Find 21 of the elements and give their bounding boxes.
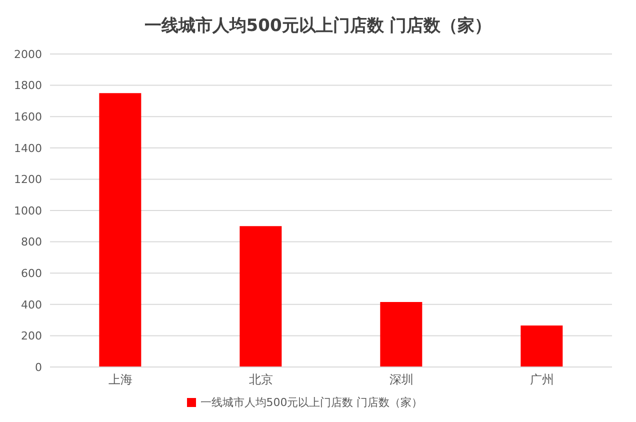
- y-tick-label: 1800: [14, 79, 42, 92]
- legend-label: 一线城市人均500元以上门店数 门店数（家）: [200, 396, 423, 409]
- y-tick-label: 1000: [14, 204, 42, 218]
- y-tick-label: 200: [21, 330, 42, 343]
- y-tick-label: 1600: [14, 110, 42, 124]
- y-tick-label: 1400: [14, 142, 42, 155]
- y-tick-label: 800: [21, 236, 42, 249]
- y-tick-label: 2000: [14, 48, 42, 61]
- x-tick-label: 深圳: [389, 372, 414, 387]
- y-tick-label: 0: [35, 360, 42, 374]
- x-tick-label: 上海: [108, 372, 132, 387]
- bar: [240, 226, 282, 367]
- bar: [520, 326, 563, 367]
- bar: [99, 93, 142, 367]
- x-tick-label: 广州: [530, 372, 554, 387]
- chart-title: 一线城市人均500元以上门店数 门店数（家）: [143, 15, 493, 38]
- x-tick-label: 北京: [248, 372, 273, 387]
- y-tick-label: 600: [21, 267, 42, 280]
- y-tick-label: 400: [21, 298, 42, 312]
- bar: [380, 302, 422, 367]
- y-tick-label: 1200: [14, 173, 42, 186]
